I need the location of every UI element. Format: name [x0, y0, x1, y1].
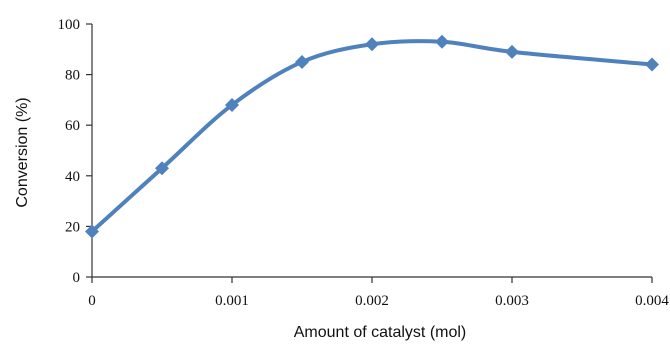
x-tick-label: 0.003: [495, 293, 529, 309]
x-axis-title: Amount of catalyst (mol): [294, 324, 467, 341]
data-point-marker: [85, 224, 99, 239]
y-tick-label: 20: [65, 219, 80, 235]
y-axis-title: Conversion (%): [14, 97, 31, 207]
series-layer: [85, 34, 659, 239]
x-axis-ticks: 0 0.001 0.002 0.003 0.004: [88, 277, 669, 309]
x-tick-label: 0.002: [355, 293, 389, 309]
y-tick-label: 40: [65, 169, 80, 185]
data-point-marker: [645, 57, 659, 72]
data-point-marker: [155, 161, 169, 176]
x-tick-label: 0.001: [215, 293, 249, 309]
y-axis-ticks: 0 20 40 60 80 100: [58, 17, 92, 286]
x-tick-label: 0: [88, 293, 96, 309]
series-line: [90, 39, 654, 234]
data-point-marker: [365, 37, 379, 52]
x-tick-label: 0.004: [635, 293, 669, 309]
data-point-marker: [225, 97, 239, 112]
y-tick-label: 0: [73, 270, 81, 286]
data-point-marker: [435, 34, 449, 49]
y-tick-label: 60: [65, 118, 80, 134]
y-tick-label: 80: [65, 68, 80, 84]
data-point-marker: [505, 44, 519, 59]
y-tick-label: 100: [58, 17, 81, 33]
data-point-marker: [295, 54, 309, 69]
